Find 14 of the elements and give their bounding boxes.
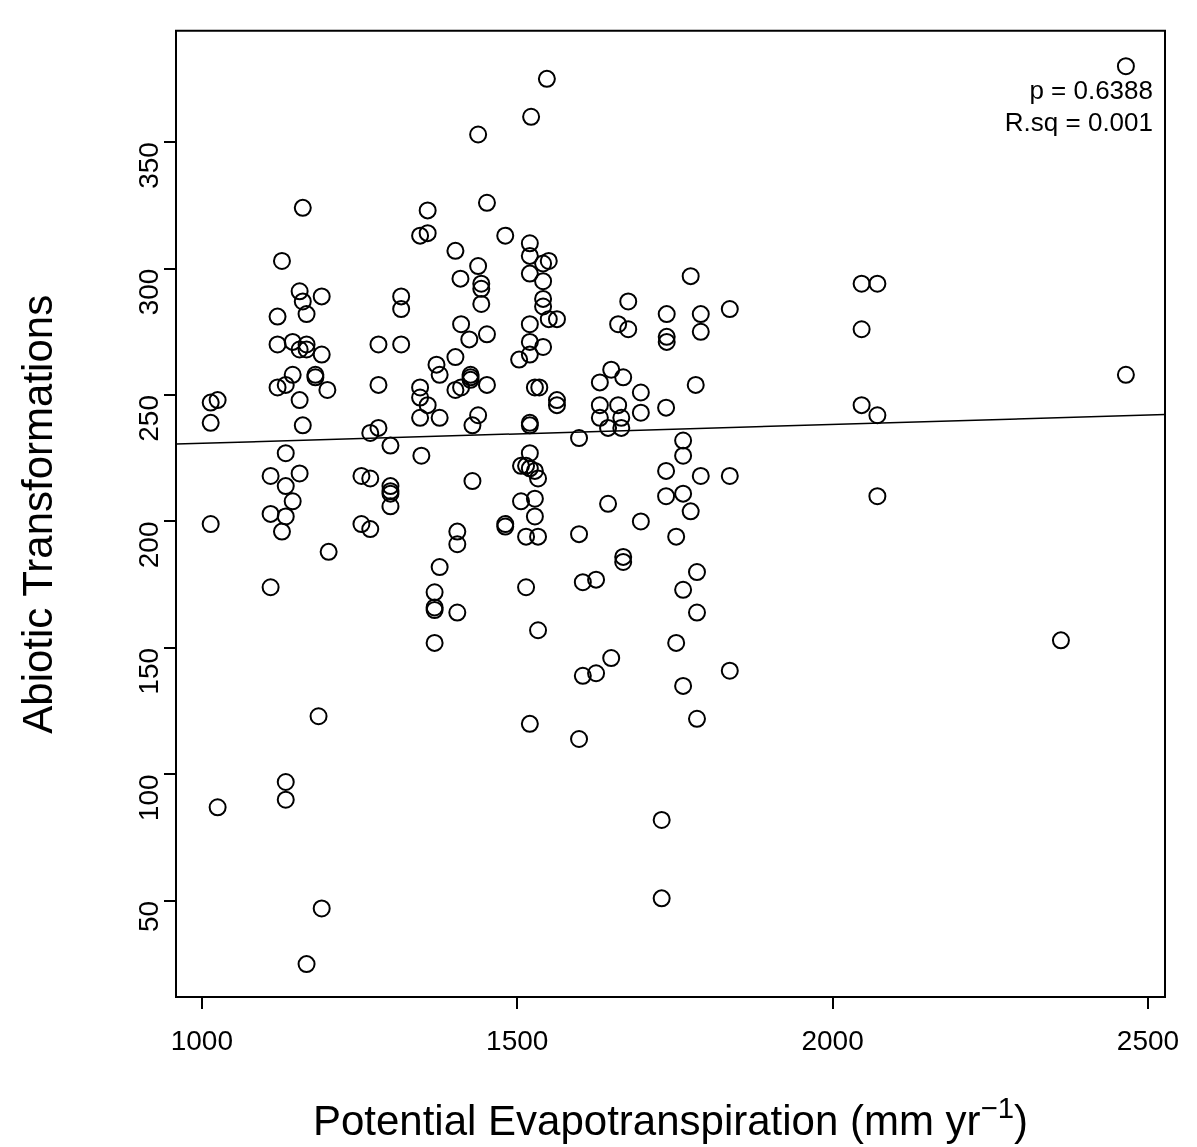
x-tick-label: 2500 xyxy=(1116,1024,1180,1056)
y-axis-title: Abiotic Transformations xyxy=(14,294,61,734)
x-tick-label: 2000 xyxy=(801,1024,864,1056)
x-tick-label: 1500 xyxy=(486,1024,549,1056)
y-tick-label: 100 xyxy=(132,774,164,822)
x-tick-label: 1000 xyxy=(170,1024,234,1056)
y-tick-label: 250 xyxy=(132,395,164,442)
y-tick-label: 150 xyxy=(132,647,164,695)
y-tick-label: 300 xyxy=(132,268,164,316)
annotation: R.sq = 0.001 xyxy=(1004,106,1153,137)
y-tick-label: 50 xyxy=(132,900,164,933)
y-tick-label: 200 xyxy=(132,521,164,569)
annotation: p = 0.6388 xyxy=(1029,74,1153,105)
y-tick-label: 350 xyxy=(132,142,164,189)
